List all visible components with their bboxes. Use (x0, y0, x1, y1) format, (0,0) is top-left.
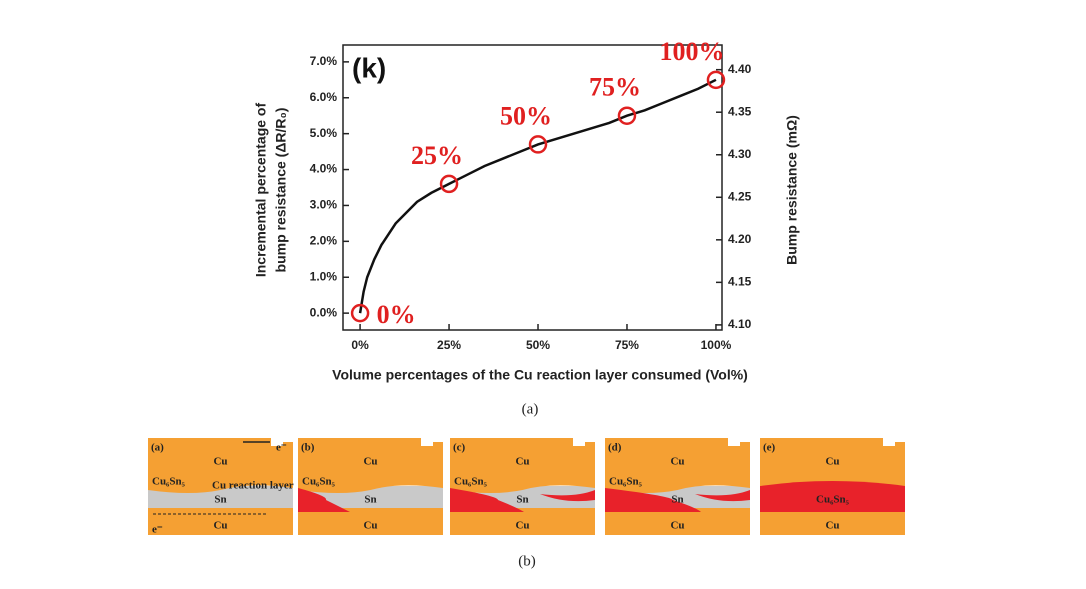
imc-label: Cu₆Sn₅ (454, 476, 488, 488)
cu-label: Cu (825, 456, 839, 468)
y2-tick-label: 4.25 (728, 189, 752, 203)
panel-label: (b) (301, 442, 315, 454)
sn-label: Sn (214, 494, 226, 506)
cu-top (298, 438, 443, 493)
point-marker (439, 174, 459, 194)
intermetallic (450, 488, 524, 512)
layer-label: Cu reaction layer (212, 480, 294, 492)
y2-tick-label: 4.40 (728, 62, 752, 76)
cu-bottom (605, 508, 750, 535)
x-axis-label: Volume percentages of the Cu reaction la… (332, 367, 748, 383)
x-tick-label: 25% (437, 338, 461, 352)
imc-label: Cu₆Sn₅ (609, 476, 643, 488)
cu-bottom (148, 508, 293, 535)
imc-label: Cu₆Sn₅ (302, 476, 336, 488)
y-tick-label: 6.0% (310, 90, 338, 104)
point-label: 0% (377, 300, 416, 329)
y-tick-label: 1.0% (310, 269, 338, 283)
y-tick-label: 5.0% (310, 126, 338, 140)
intermetallic (605, 488, 701, 512)
cu-label: Cu (515, 520, 529, 532)
sn-label: Sn (364, 494, 376, 506)
point-label: 75% (589, 73, 641, 102)
y-tick-label: 3.0% (310, 198, 338, 212)
y2-tick-label: 4.15 (728, 275, 752, 289)
electron-label: e⁻ (276, 442, 287, 454)
cu-label: Cu (213, 456, 227, 468)
y2-tick-label: 4.10 (728, 317, 752, 331)
point-marker (706, 70, 726, 90)
intermetallic (695, 490, 750, 502)
schematic-panel: (c) Cu Cu Sn Cu₆Sn₅ (450, 438, 595, 535)
cu-label: Cu (670, 456, 684, 468)
panel-label: (a) (151, 442, 164, 454)
imc-label: Cu₆Sn₅ (816, 494, 850, 506)
cu-top (450, 438, 595, 493)
intermetallic (760, 481, 905, 512)
cu-bottom (760, 508, 905, 535)
point-label: 25% (411, 141, 463, 170)
point-label: 100% (659, 37, 724, 66)
point-marker (528, 135, 548, 154)
cu-top (148, 438, 293, 493)
y2-tick-label: 4.35 (728, 104, 752, 118)
plot-frame (342, 44, 723, 331)
y2-tick-label: 4.20 (728, 232, 752, 246)
caption: (a) (522, 401, 539, 417)
y-tick-label: 7.0% (310, 54, 338, 68)
y-axis-label: Incremental percentage of (253, 103, 269, 278)
cu-label: Cu (825, 520, 839, 532)
cu-label: Cu (363, 520, 377, 532)
cu-label: Cu (213, 520, 227, 532)
y-tick-label: 0.0% (310, 305, 338, 319)
imc-label: Cu₆Sn₅ (152, 476, 186, 488)
schematic-panel: (d) Cu Cu Sn Cu₆Sn₅ (605, 438, 750, 535)
cu-label: Cu (363, 456, 377, 468)
cu-top (605, 438, 750, 493)
intermetallic (298, 488, 350, 512)
cu-bottom (298, 508, 443, 535)
x-tick-label: 50% (526, 338, 550, 352)
schematic-panel: (a) Cu Cu Sn Cu₆Sn₅ Cu reaction layer e⁻ e⁻ (148, 438, 294, 536)
data-line (358, 78, 717, 314)
sn-label: Sn (671, 494, 683, 506)
point-label: 50% (500, 101, 552, 130)
cu-label: Cu (515, 456, 529, 468)
intermetallic (540, 490, 595, 502)
y2-tick-label: 4.30 (728, 147, 752, 161)
schematic-panel: (e) Cu Cu Cu₆Sn₅ (760, 438, 905, 535)
x-tick-label: 75% (615, 338, 639, 352)
sn-label: Sn (516, 494, 528, 506)
y-tick-label: 4.0% (310, 162, 338, 176)
point-marker (617, 106, 637, 125)
electron-label: e⁻ (152, 524, 163, 536)
y2-axis-label: Bump resistance (mΩ) (784, 115, 800, 265)
y-tick-label: 2.0% (310, 234, 338, 248)
cu-label: Cu (670, 520, 684, 532)
x-tick-label: 100% (701, 338, 732, 352)
panel-label: (d) (608, 442, 622, 454)
x-tick-label: 0% (351, 338, 369, 352)
cu-top (760, 438, 905, 493)
y-axis-label: bump resistance (ΔR/R₀) (273, 108, 289, 273)
panel-label: (c) (453, 442, 466, 454)
point-marker (350, 303, 370, 323)
panel-label: (e) (763, 442, 776, 454)
schematic-panel: (b) Cu Cu Sn Cu₆Sn₅ (298, 438, 443, 535)
caption: (b) (518, 553, 536, 569)
cu-bottom (450, 508, 595, 535)
panel-label: (k) (352, 52, 386, 83)
